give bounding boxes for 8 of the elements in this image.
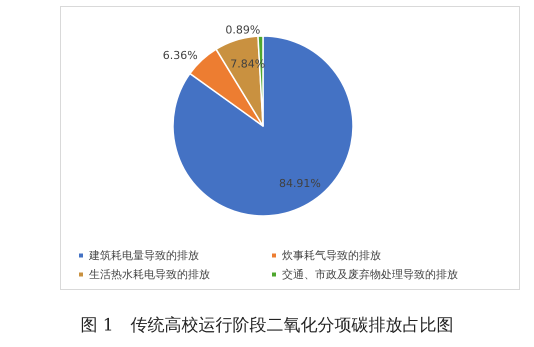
text: 图 1 传统高校运行阶段二氧化分项碳排放占比图 <box>80 316 454 336</box>
data-label: 84.91% <box>278 177 321 190</box>
legend-label: 建筑耗电量导致的排放 <box>88 249 199 262</box>
data-label: 6.36% <box>162 49 198 62</box>
legend-label: 炊事耗气导致的排放 <box>282 249 381 262</box>
legend-label: 交通、市政及废弃物处理导致的排放 <box>282 268 458 281</box>
legend-label: 生活热水耗电导致的排放 <box>89 268 210 281</box>
data-label: 0.89% <box>225 24 260 37</box>
